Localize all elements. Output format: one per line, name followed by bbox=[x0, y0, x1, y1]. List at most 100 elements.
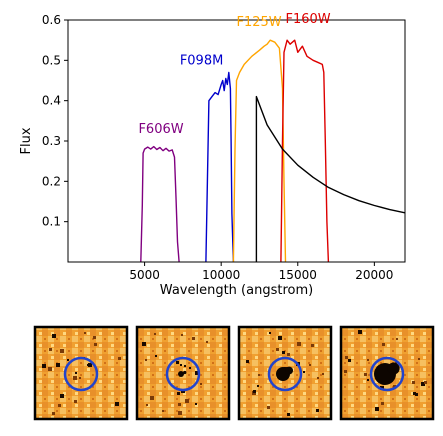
series-line-f606w bbox=[140, 145, 180, 262]
y-tick-label: 0.1 bbox=[42, 215, 61, 229]
noise-speck bbox=[309, 364, 311, 366]
cutout-frame bbox=[237, 325, 333, 421]
series-line-f098m bbox=[205, 71, 235, 262]
noise-speck bbox=[58, 404, 61, 407]
noise-speck bbox=[145, 359, 147, 361]
noise-speck bbox=[418, 358, 420, 360]
noise-speck bbox=[195, 371, 199, 375]
spectrum-plot: 5000 10000 15000 20000 0.1 0.2 0.3 0.4 0.5 0.6 Wav… bbox=[19, 12, 406, 298]
noise-speck bbox=[200, 383, 202, 385]
noise-speck bbox=[84, 332, 86, 334]
noise-speck bbox=[364, 373, 367, 376]
noise-speck bbox=[180, 364, 182, 366]
noise-speck bbox=[421, 382, 425, 386]
noise-speck bbox=[115, 402, 119, 406]
y-tick-label: 0.2 bbox=[42, 174, 61, 188]
noise-speck bbox=[322, 373, 324, 375]
noise-speck bbox=[73, 376, 77, 380]
filter-label-f606w: F606W bbox=[138, 122, 183, 137]
noise-speck bbox=[393, 385, 396, 388]
y-tick-label: 0.6 bbox=[42, 13, 61, 27]
noise-speck bbox=[75, 372, 77, 374]
noise-speck bbox=[93, 336, 96, 339]
cutout-frame bbox=[135, 325, 231, 421]
filter-label-f125w: F125W bbox=[237, 15, 282, 30]
noise-speck bbox=[267, 406, 270, 409]
noise-speck bbox=[367, 379, 369, 381]
noise-speck bbox=[185, 399, 189, 403]
noise-speck bbox=[303, 371, 305, 373]
cutout-frame bbox=[33, 325, 129, 421]
x-tick-label: 15000 bbox=[279, 268, 317, 282]
noise-speck bbox=[413, 392, 416, 395]
noise-speck bbox=[52, 412, 55, 415]
noise-speck bbox=[176, 361, 179, 364]
noise-speck bbox=[177, 392, 180, 395]
series-group bbox=[140, 39, 405, 262]
noise-speck bbox=[246, 360, 249, 363]
noise-speck bbox=[192, 337, 195, 340]
series-line-spectrum bbox=[255, 95, 405, 262]
aperture-circle bbox=[63, 356, 99, 392]
noise-speck bbox=[88, 363, 92, 367]
noise-speck bbox=[375, 407, 379, 411]
noise-speck bbox=[344, 370, 347, 373]
cutout-background bbox=[35, 327, 127, 419]
noise-speck bbox=[181, 334, 183, 336]
source-blob bbox=[183, 370, 187, 375]
noise-speck bbox=[382, 343, 385, 346]
noise-speck bbox=[348, 359, 351, 362]
noise-speck bbox=[52, 334, 56, 338]
noise-speck bbox=[396, 338, 398, 340]
cutout-panel bbox=[135, 325, 231, 421]
noise-speck bbox=[178, 411, 182, 415]
y-axis-label: Flux bbox=[19, 127, 34, 154]
filter-label-f098m: F098M bbox=[180, 53, 224, 68]
series-line-f125w bbox=[232, 39, 287, 262]
cutout-panel bbox=[237, 325, 333, 421]
noise-speck bbox=[49, 348, 52, 351]
noise-speck bbox=[56, 363, 60, 367]
noise-speck bbox=[79, 377, 81, 379]
filter-label-f160w: F160W bbox=[286, 12, 331, 27]
noise-speck bbox=[276, 348, 279, 351]
noise-speck bbox=[94, 343, 97, 346]
noise-speck bbox=[317, 377, 319, 379]
noise-speck bbox=[67, 359, 69, 361]
noise-speck bbox=[206, 341, 208, 343]
noise-speck bbox=[42, 364, 46, 368]
x-tick-label: 20000 bbox=[355, 268, 393, 282]
source-blob bbox=[178, 371, 184, 377]
noise-speck bbox=[257, 385, 259, 387]
series-line-f160w bbox=[280, 39, 330, 262]
y-tick-label: 0.3 bbox=[42, 134, 61, 148]
noise-speck bbox=[162, 410, 164, 412]
noise-speck bbox=[146, 404, 148, 406]
noise-speck bbox=[253, 390, 256, 393]
noise-speck bbox=[424, 381, 427, 384]
noise-speck bbox=[282, 351, 285, 354]
x-tick-label: 10000 bbox=[202, 268, 240, 282]
noise-speck bbox=[60, 394, 64, 398]
noise-speck bbox=[278, 336, 282, 340]
noise-speck bbox=[184, 365, 186, 367]
noise-speck bbox=[415, 393, 418, 396]
x-tick-label: 5000 bbox=[129, 268, 160, 282]
noise-speck bbox=[287, 413, 290, 416]
cutout-panel bbox=[339, 325, 435, 421]
noise-speck bbox=[367, 359, 369, 361]
cutout-panel bbox=[33, 325, 129, 421]
aperture-circle bbox=[165, 356, 201, 392]
source-blob bbox=[387, 362, 400, 375]
noise-speck bbox=[195, 403, 197, 405]
noise-speck bbox=[269, 332, 271, 334]
source-blob bbox=[285, 366, 294, 375]
noise-speck bbox=[178, 403, 181, 406]
noise-speck bbox=[150, 396, 154, 400]
x-axis-label: Wavelength (angstrom) bbox=[160, 283, 313, 298]
image-cutouts bbox=[33, 325, 435, 421]
axes-frame bbox=[67, 19, 406, 263]
noise-speck bbox=[189, 367, 191, 369]
noise-speck bbox=[345, 356, 348, 359]
